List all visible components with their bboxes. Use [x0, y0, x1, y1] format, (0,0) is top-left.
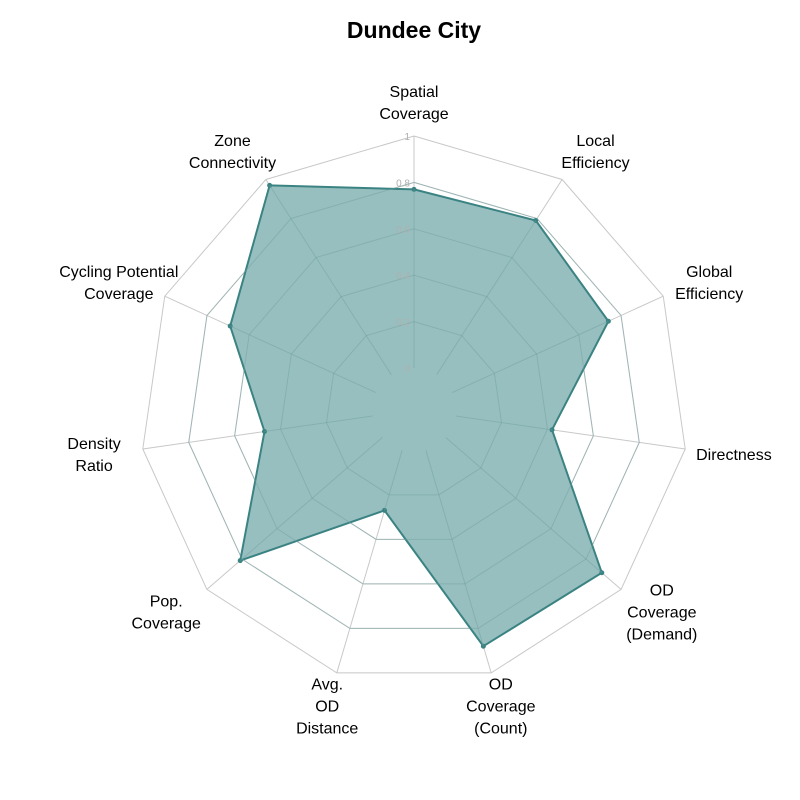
data-point-8 — [262, 429, 267, 434]
axis-label-6: Avg. OD Distance — [296, 677, 358, 738]
axis-label-2: Global Efficiency — [675, 264, 743, 303]
data-point-2 — [605, 318, 611, 324]
data-point-3 — [549, 427, 555, 433]
grid-ring-overlay-4 — [188, 181, 640, 629]
axis-label-line: Directness — [696, 447, 772, 464]
axis-label-line: Global — [686, 264, 732, 281]
tick-label-3: 0.6 — [396, 225, 410, 236]
spoke-overlay-3 — [455, 415, 553, 431]
data-point-5 — [480, 643, 486, 649]
axis-label-line: Coverage — [466, 699, 535, 716]
spoke-overlay-6 — [384, 450, 403, 511]
data-point-7 — [237, 558, 243, 564]
spoke-overlay-10 — [269, 185, 392, 375]
axis-label-line: Coverage — [627, 605, 696, 622]
grid-ring-overlay-1 — [325, 321, 503, 496]
axis-label-line: Distance — [296, 721, 358, 738]
axis-label-7: Pop. Coverage — [132, 594, 201, 633]
spoke-overlay-8 — [264, 415, 373, 432]
tick-label-5: 1 — [404, 132, 410, 143]
spoke-overlay-9 — [229, 325, 377, 394]
axis-label-line: OD — [650, 583, 674, 600]
tick-label-2: 0.4 — [396, 271, 410, 282]
data-point-9 — [227, 323, 233, 329]
tick-label-0: 0 — [404, 364, 410, 375]
chart-title: Dundee City — [347, 17, 481, 43]
axis-label-3: Directness — [696, 447, 772, 464]
axis-label-9: Cycling Potential Coverage — [59, 264, 178, 303]
series-area-0 — [229, 184, 610, 648]
axis-label-line: Coverage — [84, 286, 153, 303]
axis-label-8: Density Ratio — [67, 436, 120, 475]
axis-label-line: Cycling Potential — [59, 264, 178, 281]
spoke-overlay-5 — [425, 450, 484, 647]
axis-label-line: OD — [315, 699, 339, 716]
axis-label-1: Local Efficiency — [561, 133, 629, 172]
spoke-overlay-2 — [451, 320, 609, 394]
axis-label-5: OD Coverage (Count) — [466, 677, 535, 738]
axis-label-line: Local — [576, 133, 614, 150]
axis-label-line: Connectivity — [189, 155, 276, 172]
spoke-overlay-7 — [239, 437, 383, 561]
data-point-6 — [382, 507, 388, 513]
axis-label-4: OD Coverage (Demand) — [626, 583, 697, 644]
series-layer — [188, 181, 640, 649]
axis-label-line: Ratio — [75, 458, 112, 475]
axis-label-line: Coverage — [379, 106, 448, 123]
spoke-overlay-1 — [436, 220, 537, 375]
tick-label-4: 0.8 — [396, 178, 410, 189]
axis-label-line: Pop. — [150, 594, 183, 611]
grid-ring-5 — [142, 135, 686, 674]
data-point-1 — [533, 217, 539, 223]
data-point-4 — [599, 570, 605, 576]
axis-label-line: Efficiency — [561, 155, 629, 172]
axis-label-line: Zone — [214, 133, 251, 150]
axis-label-0: Spatial Coverage — [379, 84, 448, 123]
axis-label-line: Density — [67, 436, 120, 453]
data-point-10 — [267, 182, 273, 188]
grid-ring-4 — [188, 181, 640, 629]
grid-ring-overlay-2 — [280, 274, 548, 540]
axis-label-line: (Demand) — [626, 627, 697, 644]
axis-label-line: Efficiency — [675, 286, 743, 303]
grid-ring-overlay-3 — [234, 228, 594, 585]
tick-label-1: 0.2 — [396, 318, 410, 329]
axis-label-line: Spatial — [390, 84, 439, 101]
spoke-overlay-4 — [445, 437, 603, 574]
axis-labels: Spatial Coverage Local Efficiency Global Effi… — [59, 84, 771, 738]
axis-label-line: OD — [489, 677, 513, 694]
axis-label-line: (Count) — [474, 721, 527, 738]
tick-layer: 0 0.2 0.4 0.6 0.8 1 — [396, 132, 410, 375]
axis-label-10: Zone Connectivity — [189, 133, 276, 172]
axis-label-line: Avg. — [311, 677, 343, 694]
axis-label-line: Coverage — [132, 616, 201, 633]
data-point-0 — [411, 186, 417, 192]
